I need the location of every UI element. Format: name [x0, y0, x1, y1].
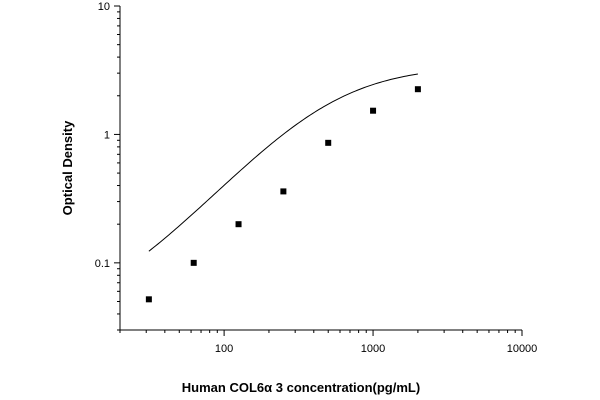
data-point [235, 221, 242, 228]
x-tick-label: 10000 [507, 343, 538, 355]
y-axis: 0.1 1 10 [95, 1, 121, 331]
data-point [280, 188, 287, 195]
data-points [145, 86, 421, 303]
data-point [190, 259, 197, 266]
x-tick-label: 100 [215, 343, 233, 355]
y-axis-title: Optical Density [60, 120, 75, 215]
data-point [414, 86, 421, 93]
fit-curve [148, 73, 418, 252]
plot-area [148, 73, 418, 252]
y-tick-label: 1 [104, 129, 110, 141]
y-tick-label: 10 [98, 1, 110, 13]
y-tick-label: 0.1 [95, 258, 110, 270]
data-point [370, 107, 377, 114]
data-point [325, 139, 332, 146]
x-tick-label: 1000 [361, 343, 385, 355]
x-axis: 100 1000 10000 [119, 329, 538, 355]
x-axis-title: Human COL6α 3 concentration(pg/mL) [182, 380, 420, 395]
data-point [145, 296, 152, 303]
